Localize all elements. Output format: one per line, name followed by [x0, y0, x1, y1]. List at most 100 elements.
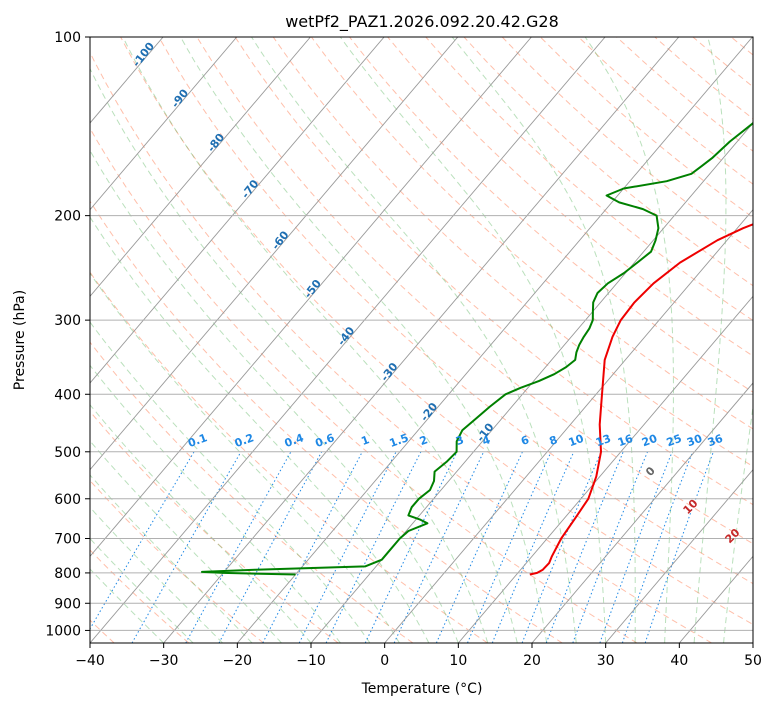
- moist-adiabat: [90, 272, 400, 643]
- isotherm: [384, 208, 753, 643]
- mixing-ratio-line: [218, 451, 323, 643]
- x-tick-label: 50: [744, 653, 762, 669]
- dry-adiabat: [120, 37, 753, 625]
- y-tick-label: 400: [54, 387, 81, 403]
- isotherm: [163, 37, 680, 643]
- dry-adiabat: [90, 549, 190, 643]
- moist-adiabat: [251, 37, 577, 643]
- y-tick-label: 200: [54, 209, 81, 225]
- isotherm: [531, 382, 753, 643]
- mixing-ratio-label: 16: [616, 432, 635, 450]
- dry-adiabat: [272, 37, 753, 467]
- dry-adiabat: [349, 37, 753, 393]
- plot-area: -100-90-80-70-60-50-40-30-20-100.1 0.2 0.4…: [90, 37, 753, 643]
- mixing-ratio-label: 25: [665, 432, 684, 449]
- moist-adiabat: [90, 67, 489, 643]
- moist-adiabat: [339, 37, 607, 643]
- isotherm: [90, 37, 238, 211]
- y-tick-label: 600: [54, 492, 81, 508]
- dry-adiabat: [90, 479, 264, 643]
- dry-adiabat: [90, 51, 712, 643]
- dry-adiabat: [90, 200, 563, 643]
- y-tick-label: 300: [54, 313, 81, 329]
- moist-adiabat: [90, 149, 459, 643]
- x-tick-label: 40: [670, 653, 688, 669]
- moist-adiabat: [90, 216, 430, 643]
- mixing-ratio-label: 10: [567, 432, 586, 450]
- isotherm: [90, 37, 459, 471]
- mixing-ratio-label: 3: [454, 433, 466, 448]
- dry-adiabat: [234, 37, 753, 506]
- x-tick-label: 30: [597, 653, 615, 669]
- mixing-ratio-label: 20: [640, 432, 659, 450]
- moist-adiabat: [122, 37, 518, 643]
- mixing-ratio-line: [621, 451, 694, 643]
- mixing-ratio-label: 2: [418, 433, 430, 448]
- x-axis-label: Temperature (°C): [361, 681, 483, 697]
- mixing-ratio-label: 0.6: [313, 431, 336, 450]
- mixing-ratio-label: 0.1: [186, 431, 209, 450]
- x-tick-label: −30: [149, 653, 179, 669]
- moist-adiabat: [451, 37, 636, 643]
- isotherms: [90, 37, 753, 643]
- moist-adiabat: [723, 403, 753, 643]
- moist-adiabat: [693, 37, 727, 643]
- mixing-ratio-line: [599, 451, 673, 643]
- x-tick-label: 10: [449, 653, 467, 669]
- mixing-ratio-line: [467, 451, 552, 643]
- isotherm: [605, 468, 753, 643]
- dry-adiabat: [158, 37, 753, 585]
- y-tick-label: 700: [54, 532, 81, 548]
- y-axis-label: Pressure (hPa): [12, 290, 28, 390]
- mixing-ratio-line: [325, 451, 422, 643]
- mixing-ratio-label: 4: [480, 433, 492, 448]
- isotherm: [90, 37, 532, 558]
- plot-frame: [89, 36, 754, 644]
- isotherm: [90, 37, 606, 643]
- x-tick-label: −20: [223, 653, 253, 669]
- moist-adiabat: [90, 364, 341, 643]
- dewpoint-trace: [201, 121, 753, 576]
- y-tick-label: 100: [54, 30, 81, 46]
- dry-adiabat: [310, 37, 753, 430]
- moist-adiabat: [90, 403, 312, 643]
- y-tick-label: 800: [54, 566, 81, 582]
- mixing-ratio-line: [545, 451, 624, 643]
- chart-title: wetPf2_PAZ1.2026.092.20.42.G28: [285, 12, 559, 32]
- y-axis: 100 200 300 400 500 600 700 800 900 1000: [45, 30, 90, 639]
- temperature-trace: [529, 223, 753, 576]
- y-tick-label: 500: [54, 445, 81, 461]
- isotherm: [457, 295, 753, 643]
- dry-adiabat: [90, 271, 488, 643]
- mixing-ratio-label: 6: [519, 433, 531, 448]
- sounding-traces: [201, 121, 753, 576]
- moist-adiabat: [90, 440, 282, 643]
- mixing-ratio-label: 1.5: [388, 431, 411, 450]
- moist-adiabat: [90, 321, 371, 643]
- isotherm: [90, 37, 311, 298]
- mixing-ratio-line: [644, 451, 714, 643]
- pressure-gridlines: [90, 37, 753, 631]
- mixing-ratio-line: [521, 451, 602, 643]
- mixing-ratio-label: 0.4: [283, 431, 306, 450]
- moist-adiabat: [584, 37, 674, 643]
- isotherm: [90, 37, 385, 384]
- x-axis: −40 −30 −20 −10 0 10 20 30 40 50: [75, 643, 762, 669]
- y-tick-label: 1000: [45, 623, 81, 639]
- mixing-ratio-label: 0.2: [233, 431, 256, 450]
- mixing-ratio-label: 8: [548, 433, 560, 448]
- isotherm: [236, 37, 753, 643]
- mixing-ratio-label: 1: [360, 433, 372, 448]
- y-tick-label: 900: [54, 596, 81, 612]
- moist-adiabats: [90, 37, 753, 643]
- mixing-ratio-label: 36: [706, 432, 725, 450]
- mixing-ratio-label: 30: [685, 432, 704, 450]
- mixing-ratio-line: [185, 451, 292, 643]
- dry-adiabat: [90, 127, 638, 643]
- x-tick-label: −40: [75, 653, 105, 669]
- mixing-ratio-label: 13: [594, 432, 613, 449]
- x-tick-label: 0: [380, 653, 389, 669]
- x-tick-label: 20: [523, 653, 541, 669]
